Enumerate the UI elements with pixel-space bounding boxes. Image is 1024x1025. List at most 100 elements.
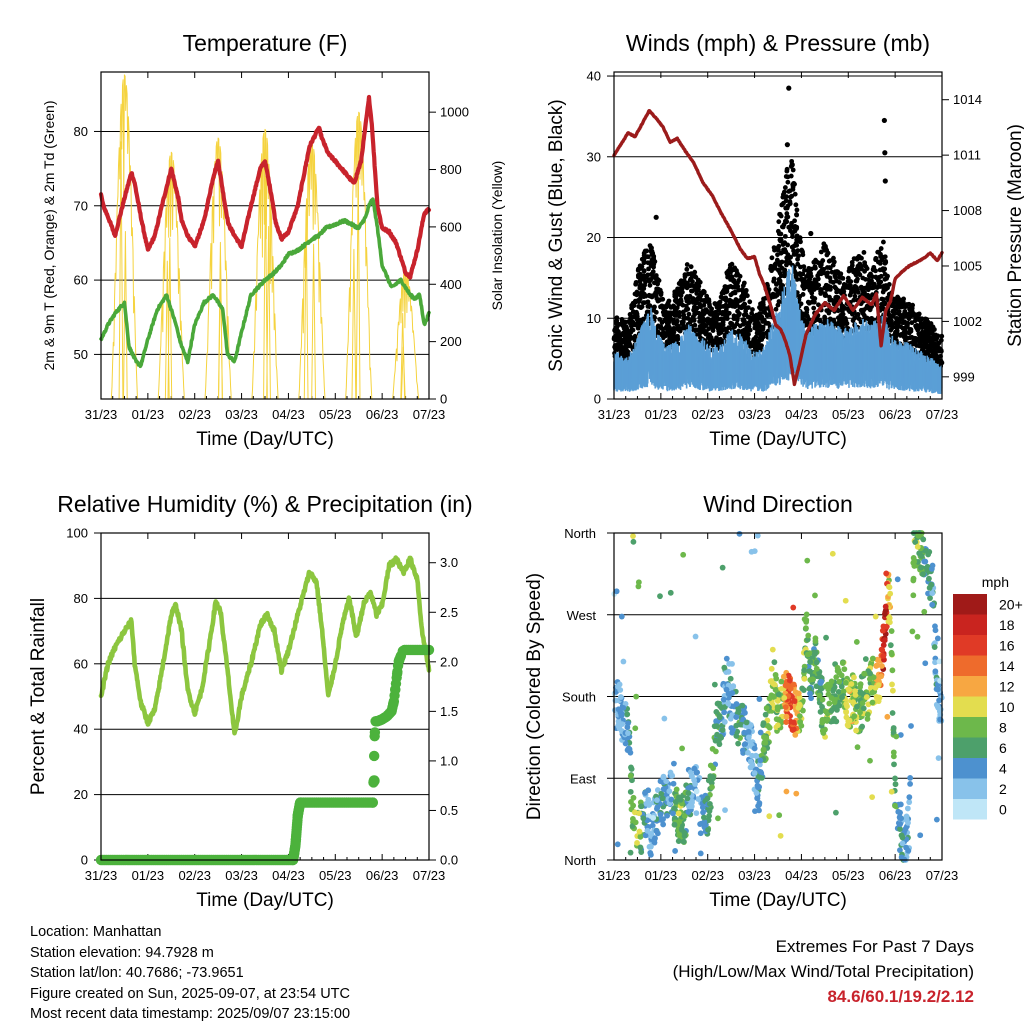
gust-point: [922, 338, 927, 343]
y2-tick-label: 1005: [953, 258, 982, 273]
gust-point: [907, 314, 912, 319]
gust-point: [825, 274, 830, 279]
direction-point: [669, 773, 675, 779]
gust-point: [879, 274, 884, 279]
gust-point: [671, 326, 676, 331]
gust-point: [883, 254, 888, 259]
direction-point: [676, 811, 682, 817]
y-tick-label: 80: [74, 591, 88, 606]
gust-point: [645, 309, 650, 314]
x-tick-label: 06/23: [366, 868, 399, 883]
gust-point: [737, 298, 742, 303]
gust-point: [782, 194, 787, 199]
y-tick-label: 40: [74, 722, 88, 737]
y-tick-label: 20: [587, 230, 601, 245]
gust-point: [642, 283, 647, 288]
gust-point: [748, 319, 753, 324]
direction-point: [689, 773, 695, 779]
y-tick-label: 0: [81, 853, 88, 868]
gust-point: [884, 276, 889, 281]
y-tick-label: 40: [587, 69, 601, 84]
y2-tick-label: 1.5: [440, 704, 458, 719]
direction-point: [742, 710, 748, 716]
gust-point: [687, 312, 692, 317]
direction-point: [776, 812, 782, 818]
gust-point: [704, 307, 709, 312]
direction-point: [860, 700, 866, 706]
precip-point: [369, 751, 379, 761]
direction-point: [833, 810, 839, 816]
y2-tick-label: 600: [440, 219, 462, 234]
direction-point: [693, 634, 699, 640]
gust-point: [794, 273, 799, 278]
direction-point: [855, 744, 861, 750]
direction-point: [756, 696, 762, 702]
humidity-line: [101, 558, 429, 734]
gust-point: [646, 260, 651, 265]
gust-point: [904, 330, 909, 335]
gust-point: [790, 231, 795, 236]
x-tick-label: 06/23: [879, 407, 912, 422]
direction-point: [889, 682, 895, 688]
gust-point: [644, 249, 649, 254]
gust-point: [900, 326, 905, 331]
gust-point: [831, 280, 836, 285]
direction-point: [737, 531, 743, 537]
gust-point: [881, 240, 886, 245]
gust-point: [851, 298, 856, 303]
gust-point: [795, 262, 800, 267]
gust-point: [785, 174, 790, 179]
gust-point: [859, 286, 864, 291]
gust-point: [667, 336, 672, 341]
gust-point: [697, 294, 702, 299]
gust-point: [934, 353, 939, 358]
gust-point: [848, 293, 853, 298]
direction-point: [911, 555, 917, 561]
gust-point: [704, 299, 709, 304]
gust-point: [633, 313, 638, 318]
gust-point: [688, 319, 693, 324]
y-tick-label: 60: [74, 273, 88, 288]
direction-point: [722, 719, 728, 725]
gust-point: [874, 276, 879, 281]
x-axis-label: Time (Day/UTC): [709, 429, 847, 450]
gust-point: [798, 235, 803, 240]
gust-point: [781, 225, 786, 230]
x-tick-label: 06/23: [366, 407, 399, 422]
gust-point: [808, 274, 813, 279]
gust-point: [871, 265, 876, 270]
y-axis-label: Percent & Total Rainfall: [28, 598, 49, 795]
gust-point: [839, 316, 844, 321]
gust-point: [639, 275, 644, 280]
gust-point: [793, 192, 798, 197]
gust-point: [707, 304, 712, 309]
gust-point: [702, 311, 707, 316]
direction-point: [791, 726, 797, 732]
x-tick-label: 03/23: [225, 407, 258, 422]
gust-point: [794, 252, 799, 257]
gust-point: [758, 337, 763, 342]
gust-point: [777, 231, 782, 236]
gust-point: [742, 281, 747, 286]
gust-point: [782, 190, 787, 195]
gust-point: [847, 283, 852, 288]
gust-point: [728, 292, 733, 297]
gust-point: [742, 331, 747, 336]
gust-point: [681, 320, 686, 325]
direction-point: [763, 712, 769, 718]
gust-point: [924, 317, 929, 322]
y-tick-label: 10: [587, 311, 601, 326]
gust-point: [738, 323, 743, 328]
direction-point: [700, 810, 706, 816]
direction-point: [793, 791, 799, 797]
gust-point: [780, 202, 785, 207]
direction-point: [630, 533, 636, 539]
gust-point: [937, 349, 942, 354]
x-tick-label: 31/23: [85, 407, 118, 422]
gust-point: [916, 324, 921, 329]
solar-insolation-spike: [219, 261, 223, 399]
gust-point: [642, 268, 647, 273]
y-tick-label: 50: [74, 347, 88, 362]
gust-point: [717, 341, 722, 346]
